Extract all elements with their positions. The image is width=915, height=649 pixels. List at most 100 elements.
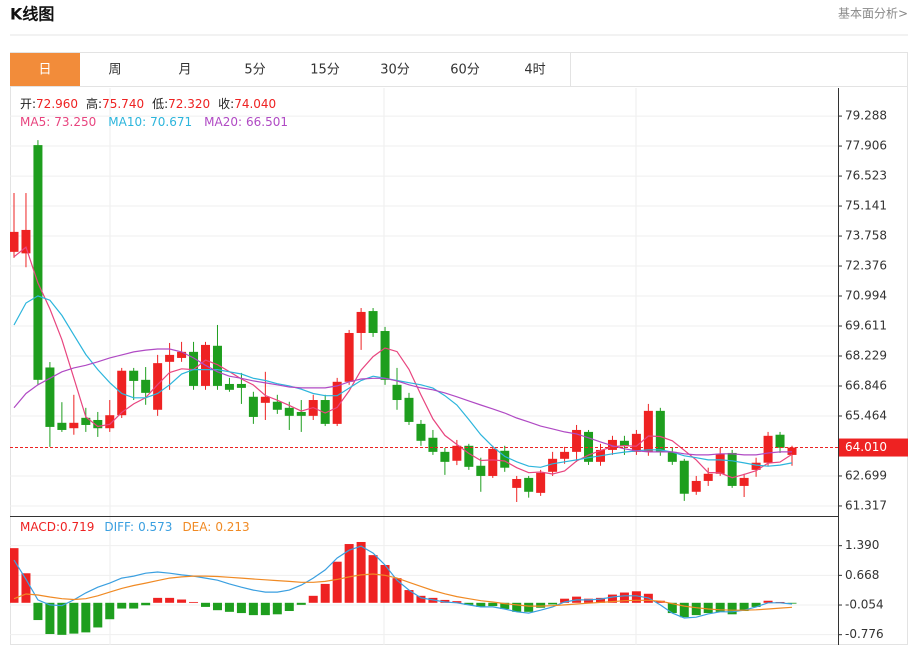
y-tick-label: 1.390 xyxy=(845,538,879,552)
chart-layer: 79.288 77.906 76.523 75.141 73.758 72.376 70.9… xyxy=(10,96,908,641)
legend-value: 0.719 xyxy=(60,520,94,534)
candle-body xyxy=(248,396,258,417)
y-tick-label: 68.229 xyxy=(845,348,887,362)
macd-bar xyxy=(476,602,486,607)
macd-bar xyxy=(727,602,737,615)
y-tick-label: 79.288 xyxy=(845,109,887,123)
legend-value: 74.040 xyxy=(234,97,276,111)
candle-body xyxy=(679,460,689,494)
macd-bar xyxy=(189,601,199,603)
tab[interactable] xyxy=(220,53,290,86)
tab-label[interactable]: 月 xyxy=(178,63,191,78)
macd-bar xyxy=(560,598,570,603)
candle-body xyxy=(356,311,366,333)
tab[interactable] xyxy=(10,53,80,86)
tab-label[interactable]: 30分 xyxy=(380,63,410,78)
tab[interactable] xyxy=(150,53,220,86)
macd-bar xyxy=(356,541,366,603)
last-price-label: 64.010 xyxy=(845,440,887,454)
header-title: K线图 xyxy=(10,5,54,24)
candle-body xyxy=(21,229,31,254)
macd-bar xyxy=(691,602,701,616)
tab-label[interactable]: 60分 xyxy=(450,63,480,78)
legend-value: 73.250 xyxy=(54,115,96,129)
y-tick-label: 75.141 xyxy=(845,199,887,213)
macd-bar xyxy=(787,602,797,604)
candle-body xyxy=(548,458,558,472)
plot xyxy=(10,140,797,502)
candle-body xyxy=(332,381,342,424)
tab-label[interactable]: 15分 xyxy=(310,63,340,78)
candle-body xyxy=(464,445,474,467)
tab[interactable] xyxy=(500,53,570,86)
macd-bar xyxy=(512,602,522,612)
candle-body xyxy=(392,384,402,401)
candle-body xyxy=(667,451,677,462)
candle-body xyxy=(703,473,713,481)
candle-body xyxy=(787,447,797,455)
tab[interactable] xyxy=(430,53,500,86)
legend-label: MA20: xyxy=(204,115,242,129)
candle-body xyxy=(416,423,426,441)
legend: MA5: 73.250 MA10: 70.671 MA20: 66.501 xyxy=(20,115,288,129)
tab[interactable] xyxy=(80,53,150,86)
candle-body xyxy=(607,439,617,450)
candle-body xyxy=(512,478,522,488)
macd-bar xyxy=(667,602,677,614)
candle-body xyxy=(572,429,582,452)
candle-body xyxy=(560,451,570,459)
plot xyxy=(10,541,797,635)
candle-body xyxy=(440,451,450,462)
indicator-line xyxy=(13,348,792,456)
macd-bar xyxy=(248,602,258,616)
macd-bar xyxy=(33,602,43,621)
y-tick-label: -0.776 xyxy=(845,627,884,641)
candle-body xyxy=(619,440,629,446)
y-tick-label: 69.611 xyxy=(845,319,887,333)
candle-body xyxy=(69,422,79,429)
y-tick-label: 61.317 xyxy=(845,498,887,512)
candle-body xyxy=(57,422,67,430)
panel-frame xyxy=(10,52,908,645)
candle-body xyxy=(320,400,330,424)
legend-value: 75.740 xyxy=(102,97,144,111)
macd-bar xyxy=(21,573,31,603)
candle-body xyxy=(129,370,139,381)
y-tick-label: 76.523 xyxy=(845,169,887,183)
macd-bar xyxy=(464,602,474,605)
macd-bar xyxy=(212,602,222,611)
tab[interactable] xyxy=(360,53,430,86)
tab[interactable] xyxy=(290,53,360,86)
candle-body xyxy=(715,453,725,474)
macd-bar xyxy=(45,602,55,635)
candle-body xyxy=(428,437,438,452)
tab-label[interactable]: 5分 xyxy=(244,63,265,78)
candle-body xyxy=(368,311,378,333)
candle-body xyxy=(45,367,55,427)
candle-body xyxy=(165,354,175,362)
legend-value: 66.501 xyxy=(246,115,288,129)
macd-bar xyxy=(10,548,19,603)
legend-label: MA10: xyxy=(108,115,146,129)
macd-bar xyxy=(619,592,629,603)
macd-bar xyxy=(440,599,450,603)
tab-label[interactable]: 日 xyxy=(38,63,51,78)
macd-bar xyxy=(236,602,246,614)
candle-body xyxy=(691,480,701,492)
tab-label[interactable]: 周 xyxy=(108,63,121,78)
macd-bar xyxy=(141,602,151,606)
tab-label[interactable]: 4时 xyxy=(524,63,545,78)
header-link[interactable]: 基本面分析> xyxy=(838,7,908,21)
candle-body xyxy=(751,462,761,470)
macd-bar xyxy=(607,594,617,603)
legend-label: 高: xyxy=(86,96,102,111)
macd-bar xyxy=(105,602,115,620)
legend-value: 0.213 xyxy=(215,520,249,534)
macd-bar xyxy=(308,595,318,603)
y-tick-label: 77.906 xyxy=(845,139,887,153)
candle-body xyxy=(272,401,282,410)
macd-bar xyxy=(404,590,414,603)
candle-body xyxy=(153,363,163,410)
candle-body xyxy=(177,351,187,358)
